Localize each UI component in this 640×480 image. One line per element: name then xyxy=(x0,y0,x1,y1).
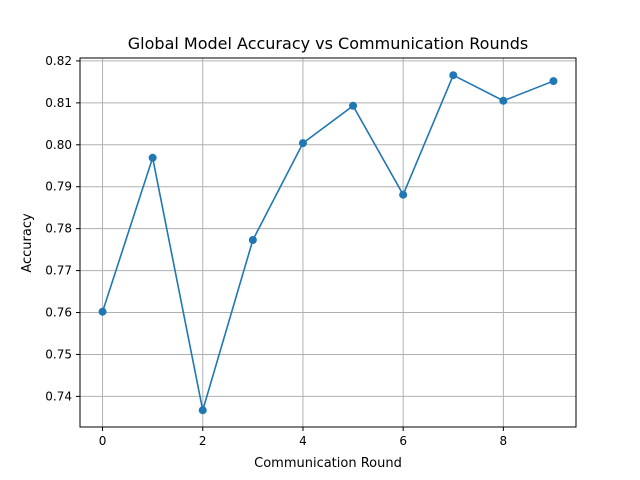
data-point xyxy=(399,190,408,199)
y-tick-label: 0.74 xyxy=(45,389,72,403)
data-point xyxy=(349,101,358,110)
data-point xyxy=(298,139,307,148)
plot-frame xyxy=(79,57,577,428)
data-point xyxy=(449,71,458,80)
y-tick-label: 0.81 xyxy=(45,96,72,110)
y-tick-label: 0.82 xyxy=(45,54,72,68)
x-axis-label: Communication Round xyxy=(254,456,402,471)
data-point xyxy=(198,406,207,415)
y-axis-label: Accuracy xyxy=(20,213,35,273)
x-tick-label: 6 xyxy=(399,434,407,448)
data-point xyxy=(499,96,508,105)
y-tick-label: 0.79 xyxy=(45,180,72,194)
y-tick-label: 0.75 xyxy=(45,347,72,361)
grid xyxy=(80,58,576,427)
x-tick-label: 0 xyxy=(99,434,107,448)
chart-title: Global Model Accuracy vs Communication R… xyxy=(128,34,528,53)
data-point xyxy=(148,153,157,162)
series-line xyxy=(101,74,554,411)
y-tick-label: 0.80 xyxy=(45,138,72,152)
y-tick-label: 0.76 xyxy=(45,306,72,320)
y-tick-label: 0.77 xyxy=(45,264,72,278)
axis-ticks: 0 2 4 6 8 0.74 0.75 0.76 0.77 0.78 0.79 0.80 0.81 0.8… xyxy=(45,54,507,448)
x-tick-label: 2 xyxy=(199,434,207,448)
series-layer xyxy=(98,71,558,415)
data-point xyxy=(549,77,558,86)
x-tick-label: 4 xyxy=(299,434,307,448)
y-tick-label: 0.78 xyxy=(45,222,72,236)
x-tick-label: 8 xyxy=(500,434,508,448)
data-point xyxy=(248,235,257,244)
data-point xyxy=(98,307,107,316)
